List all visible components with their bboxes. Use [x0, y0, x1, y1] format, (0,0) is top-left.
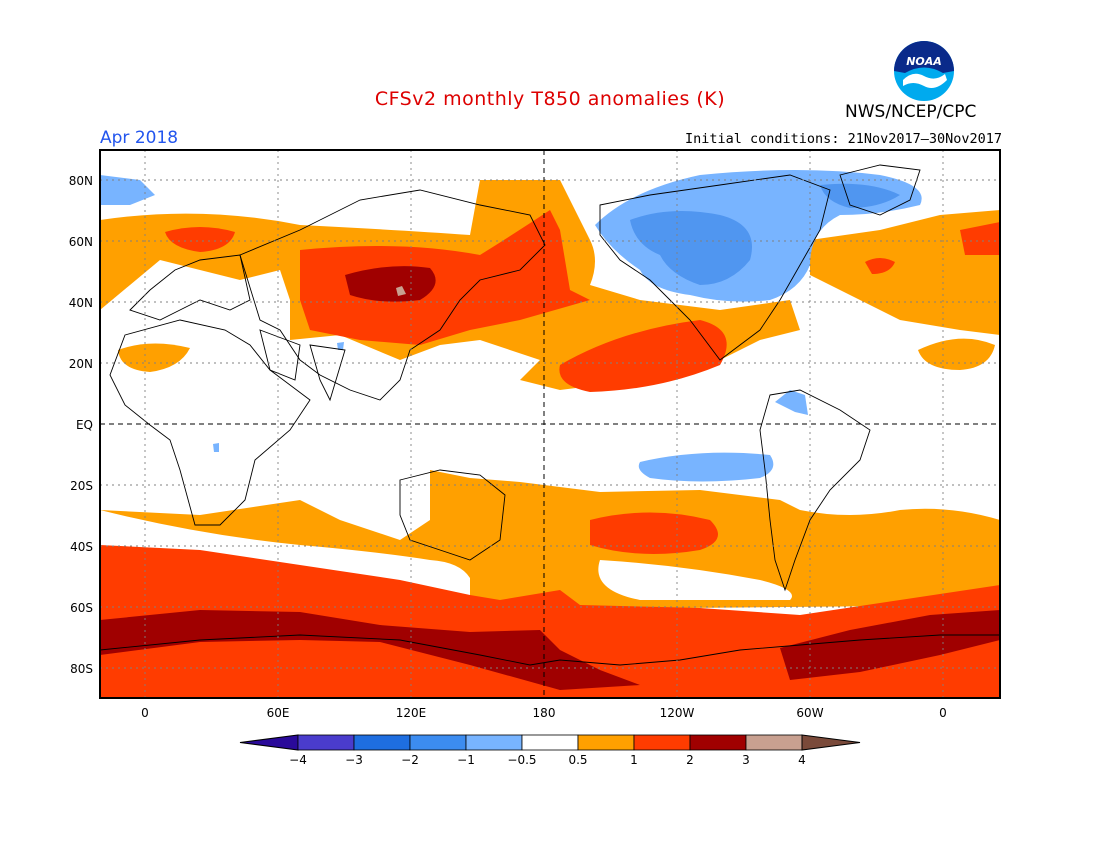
anomaly-shade — [100, 470, 1000, 610]
lon-label: 0 — [939, 706, 947, 720]
lon-label: 120W — [660, 706, 695, 720]
colorbar-swatch — [689, 734, 747, 751]
anomaly-shade — [775, 390, 808, 415]
anomaly-shade — [820, 183, 900, 208]
lon-label: 120E — [396, 706, 427, 720]
lat-label: 40S — [70, 540, 93, 554]
lon-label: 0 — [141, 706, 149, 720]
colorbar-label: 4 — [798, 753, 806, 767]
anomaly-shade — [118, 343, 190, 372]
lon-label: 60E — [267, 706, 290, 720]
anomaly-shade — [865, 258, 895, 274]
noaa-logo-text: NOAA — [906, 55, 942, 68]
colorbar-label: −0.5 — [507, 753, 536, 767]
anomaly-shade — [300, 210, 590, 345]
initial-conditions: Initial conditions: 21Nov2017–30Nov2017 — [685, 131, 1002, 147]
anomaly-shade — [337, 342, 344, 350]
lon-label: 60W — [796, 706, 823, 720]
colorbar-label: −1 — [457, 753, 475, 767]
anomaly-shade — [590, 512, 718, 554]
anomaly-shade — [918, 338, 995, 370]
colorbar-swatch — [521, 734, 579, 751]
colorbar-swatch — [745, 734, 803, 751]
lat-label: 40N — [69, 296, 93, 310]
anomaly-shade — [100, 175, 155, 205]
colorbar: −4 −3 −2 −1 −0.5 0.5 1 2 3 4 — [239, 734, 861, 767]
lat-label: 80S — [70, 662, 93, 676]
colorbar-swatch — [409, 734, 467, 751]
coastlines — [100, 164, 1000, 666]
map-title: CFSv2 monthly T850 anomalies (K) — [374, 88, 726, 110]
colorbar-end-high — [801, 734, 861, 751]
graticule — [100, 150, 1000, 698]
anomaly-shade — [559, 320, 727, 392]
forecast-period: Apr 2018 — [100, 128, 179, 148]
lat-label: 20S — [70, 479, 93, 493]
lat-label: 80N — [69, 174, 93, 188]
colorbar-label: 1 — [630, 753, 638, 767]
anomaly-shade — [630, 211, 752, 285]
colorbar-swatch — [633, 734, 691, 751]
colorbar-swatch — [465, 734, 523, 751]
anomaly-shade — [396, 286, 406, 296]
colorbar-swatch — [297, 734, 355, 751]
anomaly-shade — [100, 610, 640, 690]
map-frame — [99, 149, 1001, 699]
lat-label: EQ — [76, 418, 93, 432]
colorbar-label: 2 — [686, 753, 694, 767]
anomaly-shade — [213, 443, 219, 452]
lat-label: 60S — [70, 601, 93, 615]
colorbar-label: −2 — [401, 753, 419, 767]
colorbar-end-low — [239, 734, 299, 751]
anomaly-shade — [960, 222, 1000, 255]
lat-label: 20N — [69, 357, 93, 371]
anomaly-shade — [780, 610, 1000, 680]
reference-lines — [100, 150, 1000, 698]
colorbar-label: 3 — [742, 753, 750, 767]
anomaly-shade — [638, 452, 774, 482]
colorbar-label: −4 — [289, 753, 307, 767]
anomaly-shade — [345, 266, 436, 302]
anomaly-shade — [165, 227, 235, 252]
colorbar-label: −3 — [345, 753, 363, 767]
colorbar-label: 0.5 — [568, 753, 587, 767]
lon-label: 180 — [533, 706, 556, 720]
org-label: NWS/NCEP/CPC — [845, 102, 977, 122]
anomaly-shade — [598, 560, 792, 600]
anomaly-shade — [100, 545, 1000, 698]
lat-label: 60N — [69, 235, 93, 249]
colorbar-swatch — [577, 734, 635, 751]
noaa-logo-icon: NOAA — [894, 41, 954, 101]
colorbar-swatch — [353, 734, 411, 751]
